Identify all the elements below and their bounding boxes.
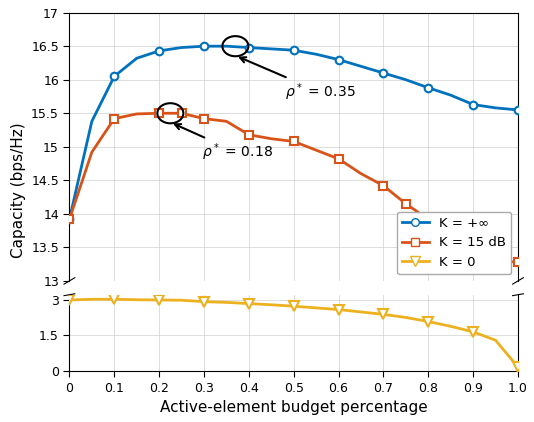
Legend: K = +∞, K = 15 dB, K = 0: K = +∞, K = 15 dB, K = 0 xyxy=(397,211,512,274)
Text: Capacity (bps/Hz): Capacity (bps/Hz) xyxy=(11,122,26,258)
Text: $\rho^*$ = 0.35: $\rho^*$ = 0.35 xyxy=(240,57,355,103)
X-axis label: Active-element budget percentage: Active-element budget percentage xyxy=(160,400,428,415)
Text: $\rho^*$ = 0.18: $\rho^*$ = 0.18 xyxy=(175,124,273,163)
